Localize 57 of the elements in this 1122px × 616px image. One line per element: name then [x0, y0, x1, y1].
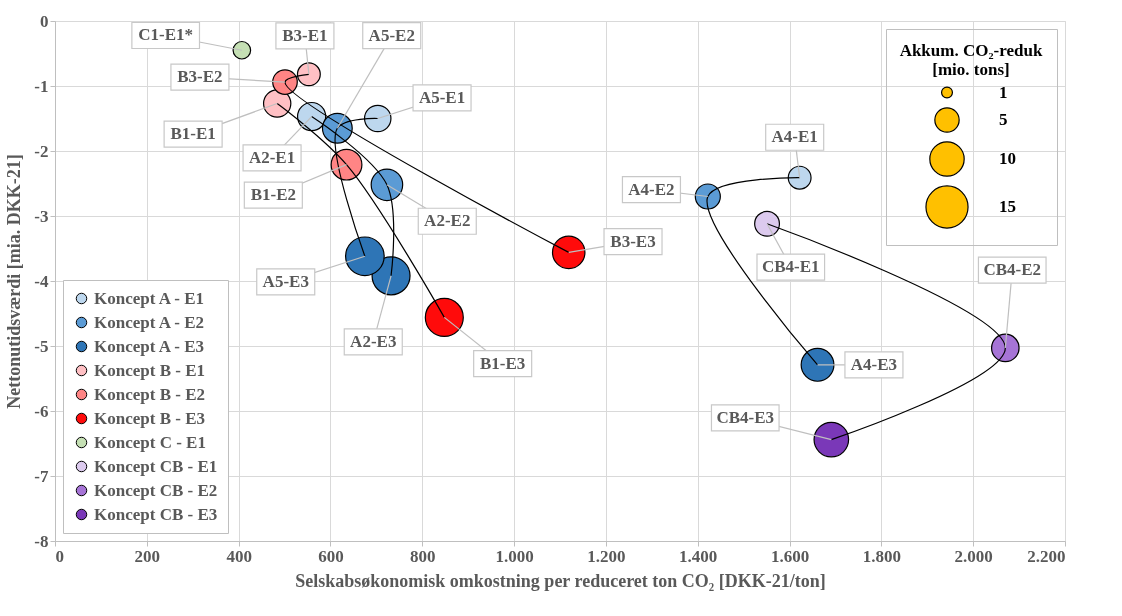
x-tick-label: 0	[55, 546, 64, 566]
legend-label: Koncept CB - E1	[94, 456, 218, 476]
legend-label: 15	[999, 197, 1016, 216]
legend-label: Koncept CB - E2	[94, 480, 218, 500]
legend-label: Koncept B - E2	[94, 384, 205, 404]
annotation: B1-E1	[170, 124, 216, 144]
annotation: CB4-E1	[761, 257, 820, 277]
legend-label: Koncept A - E3	[94, 336, 205, 356]
y-tick-label: -1	[34, 76, 49, 96]
y-tick-label: -8	[34, 531, 49, 551]
x-tick-label: 200	[134, 546, 161, 566]
y-tick-label: -5	[34, 336, 49, 356]
annotation: CB4-E2	[983, 260, 1042, 280]
annotation: A2-E3	[350, 331, 397, 351]
annotation: A2-E2	[424, 211, 471, 231]
x-tick-label: 1.800	[862, 546, 901, 566]
legend-label: Koncept B - E1	[94, 360, 205, 380]
legend-label: Koncept B - E3	[94, 408, 205, 428]
x-tick-label: 800	[410, 546, 436, 566]
legend-title: Akkum. CO₂-reduk [mio. tons]	[899, 41, 1043, 79]
annotation: A2-E1	[248, 147, 296, 167]
y-tick-label: -6	[34, 401, 49, 421]
legend-label: 5	[999, 110, 1008, 129]
annotation: B3-E3	[610, 231, 656, 251]
y-tick-label: -2	[34, 141, 49, 161]
annotation: B1-E2	[250, 185, 296, 205]
annotation: CB4-E3	[716, 407, 775, 427]
x-axis-title: Selskabsøkonomisk omkostning per reduceret ton CO₂ [DKK-21/ton]	[295, 570, 826, 591]
annotation: B3-E1	[282, 25, 328, 45]
annotation: A4-E2	[628, 179, 675, 199]
legend-label: Koncept C - E1	[94, 432, 206, 452]
annotation: B1-E3	[480, 353, 526, 373]
x-tick-label: 600	[318, 546, 344, 566]
x-tick-label: 2.200	[1027, 546, 1066, 566]
x-tick-label: 1.000	[495, 546, 534, 566]
legend-label: Koncept A - E2	[94, 312, 205, 332]
x-tick-label: 1.600	[770, 546, 810, 566]
x-tick-label: 2.000	[954, 546, 993, 566]
legend-label: Koncept CB - E3	[94, 504, 218, 524]
annotation: B3-E2	[177, 67, 223, 87]
annotation: A5-E1	[418, 87, 466, 107]
annotation: A4-E3	[850, 354, 898, 374]
x-tick-label: 1.200	[587, 546, 626, 566]
annotation: A4-E1	[771, 127, 818, 147]
y-tick-label: 0	[40, 11, 49, 31]
x-tick-label: 1.400	[679, 546, 718, 566]
y-tick-label: -3	[34, 206, 49, 226]
legend-label: Koncept A - E1	[94, 288, 205, 308]
y-tick-label: -7	[34, 466, 49, 486]
legend-label: 10	[999, 149, 1016, 168]
y-tick-label: -4	[34, 271, 49, 291]
y-axis-title: Nettonutidsværdi [mia. DKK-21]	[4, 154, 25, 409]
annotation: A5-E3	[262, 271, 309, 291]
legend-label: 1	[999, 82, 1008, 102]
annotation: A5-E2	[368, 25, 415, 45]
annotation: C1-E1*	[138, 25, 194, 45]
x-tick-label: 400	[226, 546, 252, 566]
